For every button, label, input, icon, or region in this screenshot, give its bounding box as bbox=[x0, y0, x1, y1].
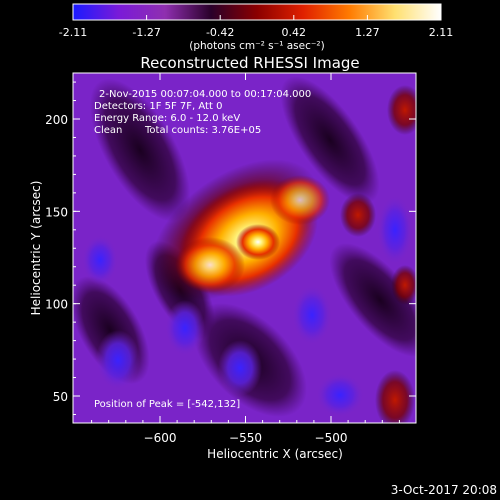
annotation-energy: Energy Range: 6.0 - 12.0 keV bbox=[94, 113, 240, 124]
red-patch bbox=[340, 193, 376, 237]
blue-spot bbox=[292, 285, 332, 345]
y-axis-label: Heliocentric Y (arcsec) bbox=[29, 181, 43, 316]
annotation-counts: Total counts: 3.76E+05 bbox=[144, 125, 261, 136]
blue-spot bbox=[165, 300, 205, 356]
y-tick-label: 200 bbox=[45, 113, 68, 127]
x-axis: −600 −550 −500 bbox=[91, 73, 400, 445]
y-tick-label: 150 bbox=[45, 205, 68, 219]
colorbar-tick-label: 1.27 bbox=[355, 26, 380, 39]
colorbar bbox=[72, 3, 442, 21]
source-peak bbox=[236, 224, 280, 260]
y-tick-label: 100 bbox=[45, 298, 68, 312]
colorbar-tick-label: 2.11 bbox=[429, 26, 454, 39]
red-patch bbox=[387, 85, 416, 135]
dark-band bbox=[329, 243, 416, 357]
colorbar-tick-label: 0.42 bbox=[282, 26, 307, 39]
blue-spot bbox=[218, 340, 262, 396]
colorbar-ticks: -2.11 -1.27 -0.42 0.42 1.27 2.11 bbox=[59, 15, 453, 39]
colorbar-unit-label: (photons cm⁻² s⁻¹ asec⁻²) bbox=[189, 40, 324, 52]
annotation-detectors: Detectors: 1F 5F 7F, Att 0 bbox=[94, 101, 222, 112]
dark-band bbox=[280, 76, 380, 204]
dark-band bbox=[89, 78, 191, 222]
x-tick-label: −500 bbox=[315, 431, 348, 445]
heatmap-image bbox=[73, 73, 416, 423]
blue-spot bbox=[316, 373, 364, 417]
blue-spot bbox=[96, 330, 140, 390]
source-lobe bbox=[175, 237, 245, 293]
y-tick-label: 50 bbox=[53, 390, 68, 404]
source-lobe bbox=[270, 175, 330, 225]
footer-date: 3-Oct-2017 20:08 bbox=[391, 483, 497, 497]
blue-spot bbox=[82, 235, 118, 285]
x-tick-label: −550 bbox=[229, 431, 262, 445]
annotation-time: 2-Nov-2015 00:07:04.000 to 00:17:04.000 bbox=[99, 89, 311, 100]
x-tick-label: −600 bbox=[144, 431, 177, 445]
chart-title: Reconstructed RHESSI Image bbox=[140, 54, 359, 72]
annotation-peak: Position of Peak = [-542,132] bbox=[94, 399, 240, 410]
x-axis-label: Heliocentric X (arcsec) bbox=[207, 447, 343, 461]
red-patch bbox=[375, 370, 415, 423]
annotation-method: Clean bbox=[94, 125, 122, 136]
blue-spot bbox=[377, 195, 413, 265]
colorbar-tick-label: -1.27 bbox=[132, 26, 160, 39]
colorbar-tick-label: -2.11 bbox=[59, 26, 87, 39]
red-patch bbox=[391, 265, 416, 305]
colorbar-tick-label: -0.42 bbox=[206, 26, 234, 39]
y-axis: 50 100 150 200 bbox=[45, 81, 416, 415]
